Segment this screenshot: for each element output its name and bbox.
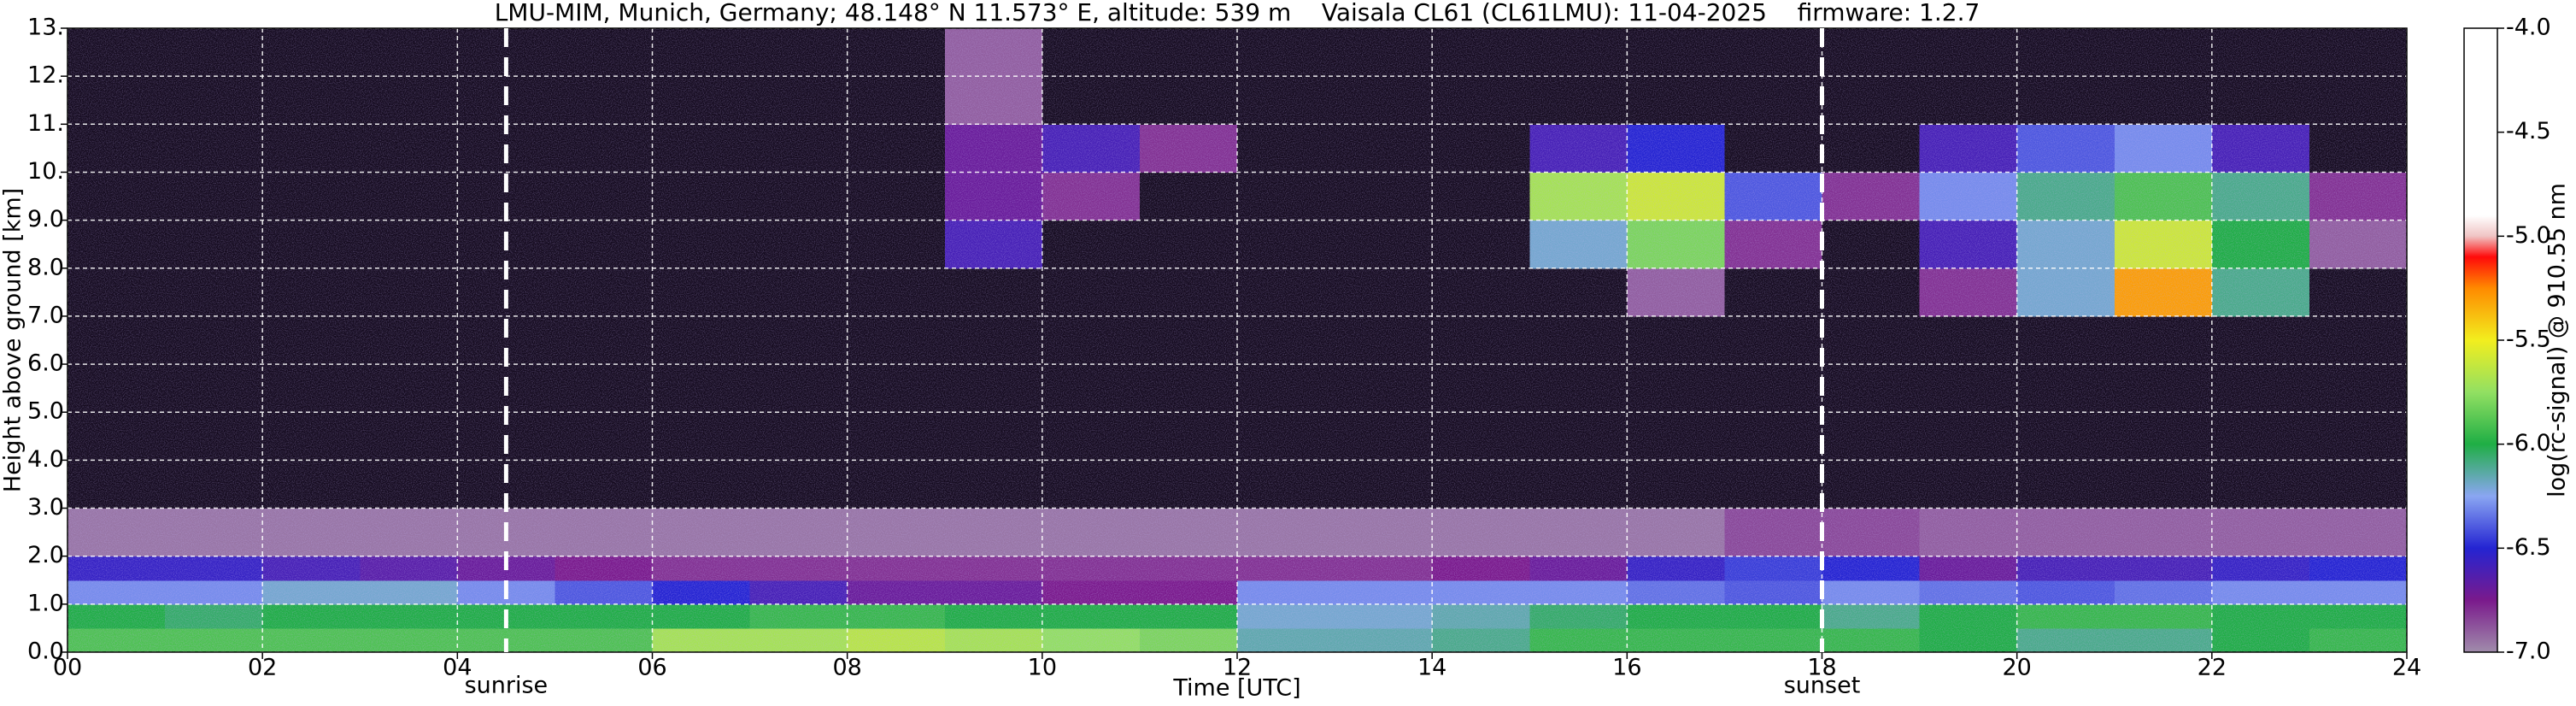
x-tick-label: 16 <box>1612 655 1641 681</box>
annotation-label: sunset <box>1784 673 1861 699</box>
y-tick-label: 7.0 <box>27 302 64 328</box>
x-tick-label: 04 <box>443 655 472 681</box>
x-tick-label: 02 <box>248 655 277 681</box>
x-tick-label: 08 <box>832 655 861 681</box>
colorbar-tick-label: -5.5 <box>2506 327 2551 353</box>
colorbar-tick-label: -7.0 <box>2506 638 2551 665</box>
annotation-label: sunrise <box>465 673 549 699</box>
chart-title: LMU-MIM, Munich, Germany; 48.148° N 11.5… <box>495 0 1980 26</box>
colorbar <box>2463 27 2498 653</box>
colorbar-tick-label: -4.5 <box>2506 118 2551 144</box>
x-tick-label: 20 <box>2002 655 2031 681</box>
y-tick-label: 6.0 <box>27 350 64 377</box>
colorbar-label: log(rc-signal) @ 910.55 nm <box>2544 183 2571 497</box>
x-tick-label: 10 <box>1028 655 1057 681</box>
x-tick-label: 06 <box>637 655 666 681</box>
colorbar-tick-label: -5.0 <box>2506 222 2551 249</box>
y-tick-label: 8.0 <box>27 254 64 280</box>
y-tick-label: 0.0 <box>27 638 64 665</box>
x-tick-label: 12 <box>1223 655 1252 681</box>
x-tick-label: 22 <box>2198 655 2227 681</box>
x-tick-label: 24 <box>2392 655 2421 681</box>
x-tick-label: 18 <box>1807 655 1836 681</box>
y-tick-label: 4.0 <box>27 446 64 473</box>
y-tick-label: 10. <box>27 158 64 185</box>
x-axis-label: Time [UTC] <box>1172 675 1300 702</box>
x-tick-label: 14 <box>1417 655 1446 681</box>
y-tick-label: 3.0 <box>27 494 64 521</box>
colorbar-tick-label: -4.0 <box>2506 15 2551 41</box>
y-tick-label: 2.0 <box>27 542 64 568</box>
y-axis-label: Height above ground [km] <box>0 188 26 492</box>
plot-frame <box>67 27 2408 653</box>
colorbar-tick-label: -6.5 <box>2506 534 2551 561</box>
y-tick-label: 12. <box>27 62 64 89</box>
y-tick-label: 5.0 <box>27 398 64 425</box>
y-tick-label: 1.0 <box>27 590 64 616</box>
y-tick-label: 9.0 <box>27 206 64 232</box>
x-tick-label: 00 <box>53 655 82 681</box>
colorbar-tick-label: -6.0 <box>2506 430 2551 456</box>
y-tick-label: 11. <box>27 110 64 137</box>
y-tick-label: 13. <box>27 15 64 41</box>
